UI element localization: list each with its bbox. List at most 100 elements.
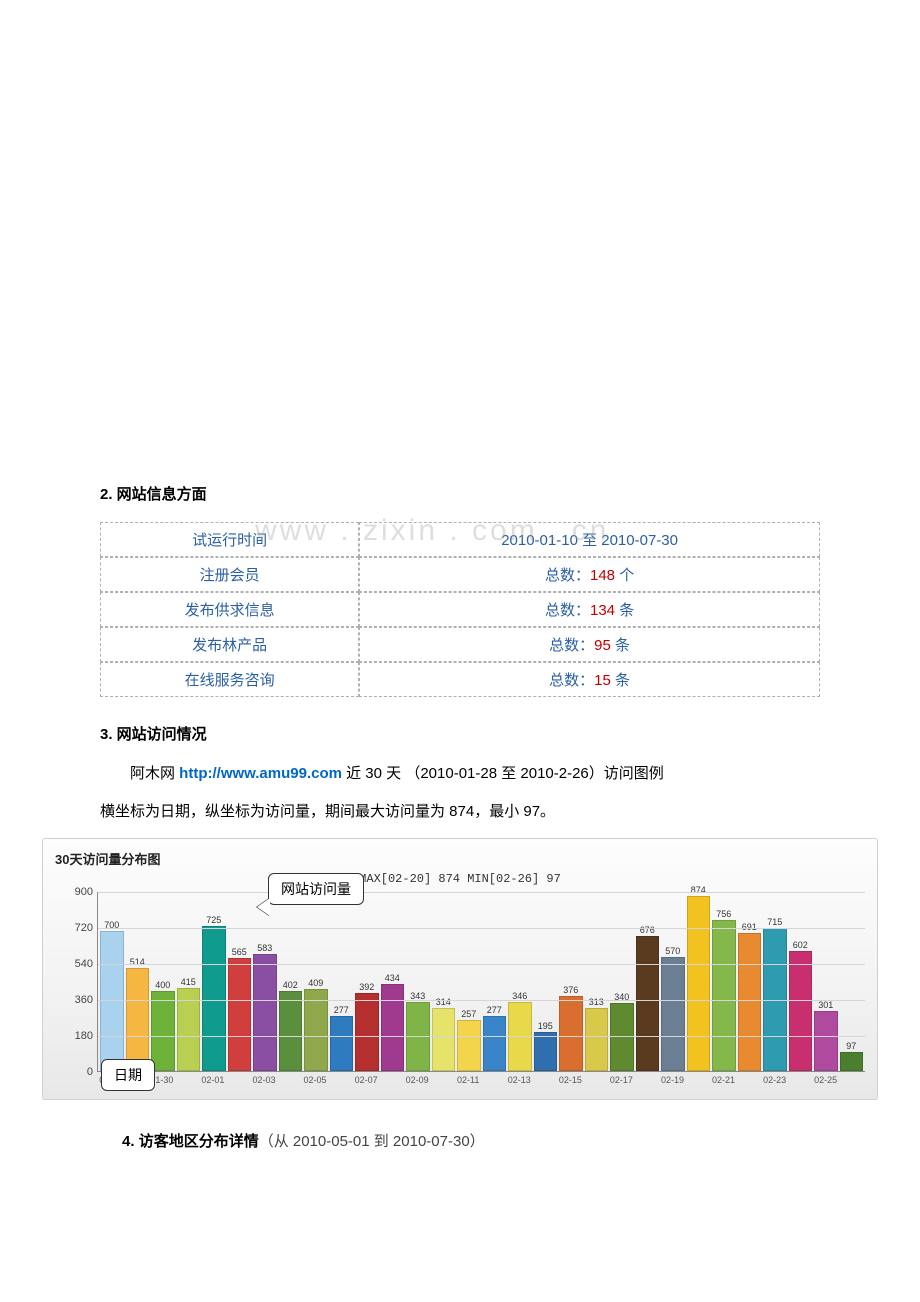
section4-num: 4. (122, 1133, 135, 1150)
bar-rect (432, 1008, 456, 1071)
bar-value-label: 570 (661, 947, 685, 956)
x-tick-label (431, 1075, 455, 1085)
chart-bar: 874 (687, 886, 711, 1071)
table-row: 发布林产品总数：95 条 (100, 627, 820, 662)
chart-panel: 30天访问量分布图 网站访问量 MAX[02-20] 874 MIN[02-26… (42, 838, 878, 1100)
x-tick-label: 02-03 (252, 1075, 276, 1085)
bar-value-label: 392 (355, 983, 379, 992)
x-tick-label (686, 1075, 710, 1085)
bar-value-label: 602 (789, 941, 813, 950)
y-tick-label: 180 (75, 1030, 93, 1042)
chart-bar: 602 (789, 941, 813, 1071)
bar-value-label: 583 (253, 944, 277, 953)
x-tick-label (788, 1075, 812, 1085)
info-label: 发布林产品 (100, 627, 359, 662)
x-tick-label (839, 1075, 863, 1085)
section4-title: 访客地区分布详情 (139, 1133, 259, 1150)
bar-rect (610, 1003, 634, 1071)
section3-heading: 3. 网站访问情况 (100, 723, 820, 744)
chart-bar: 346 (508, 992, 532, 1071)
bar-rect (789, 951, 813, 1071)
chart-bar: 570 (661, 947, 685, 1071)
section3-para2: 横坐标为日期，纵坐标为访问量，期间最大访问量为 874，最小 97。 (100, 800, 820, 824)
chart-bar: 756 (712, 910, 736, 1071)
callout-date-label: 日期 (114, 1067, 142, 1083)
table-row: 在线服务咨询总数：15 条 (100, 662, 820, 697)
chart-bar: 565 (228, 948, 252, 1071)
chart-gridline (98, 928, 865, 929)
table-row: 发布供求信息总数：134 条 (100, 592, 820, 627)
bar-value-label: 277 (330, 1006, 354, 1015)
section4-heading: 4. 访客地区分布详情（从 2010-05-01 到 2010-07-30） (122, 1130, 820, 1151)
x-tick-label: 02-01 (201, 1075, 225, 1085)
bar-rect (126, 968, 150, 1071)
chart-bar: 195 (534, 1022, 558, 1071)
bar-value-label: 409 (304, 979, 328, 988)
x-tick-label: 02-21 (712, 1075, 736, 1085)
chart-bar: 314 (432, 998, 456, 1071)
info-label: 发布供求信息 (100, 592, 359, 627)
bar-rect (559, 996, 583, 1071)
chart-bar: 277 (330, 1006, 354, 1071)
bar-value-label: 376 (559, 986, 583, 995)
bar-value-label: 725 (202, 916, 226, 925)
chart-bar: 715 (763, 918, 787, 1071)
bar-rect (687, 896, 711, 1071)
info-value: 2010-01-10 至 2010-07-30 (359, 522, 820, 557)
info-table: 试运行时间2010-01-10 至 2010-07-30注册会员总数：148 个… (100, 522, 820, 697)
chart-bar: 434 (381, 974, 405, 1071)
x-tick-label (482, 1075, 506, 1085)
x-tick-label: 02-05 (303, 1075, 327, 1085)
bar-rect (814, 1011, 838, 1071)
x-tick-label (380, 1075, 404, 1085)
section2-heading: 2. 网站信息方面 (100, 483, 820, 504)
chart-bar: 400 (151, 981, 175, 1071)
y-tick-label: 900 (75, 886, 93, 898)
y-tick-label: 0 (87, 1066, 93, 1078)
callout-visits: 网站访问量 (268, 873, 364, 905)
bar-rect (483, 1016, 507, 1071)
chart-gridline (98, 964, 865, 965)
x-tick-label (176, 1075, 200, 1085)
chart-bar: 402 (279, 981, 303, 1071)
bar-rect (585, 1008, 609, 1071)
bar-value-label: 756 (712, 910, 736, 919)
bar-value-label: 715 (763, 918, 787, 927)
bar-value-label: 257 (457, 1010, 481, 1019)
x-tick-label: 02-11 (456, 1075, 480, 1085)
bar-rect (661, 957, 685, 1071)
bar-rect (202, 926, 226, 1071)
bar-rect (304, 989, 328, 1071)
chart-gridline (98, 892, 865, 893)
info-label: 试运行时间 (100, 522, 359, 557)
chart-bars: 7005144004157255655834024092773924343433… (98, 892, 865, 1071)
chart-bar: 343 (406, 992, 430, 1071)
amu-link[interactable]: http://www.amu99.com (179, 765, 342, 782)
x-tick-label: 02-07 (354, 1075, 378, 1085)
chart-x-axis: 01-2801-3002-0102-0302-0502-0702-0902-11… (97, 1075, 865, 1085)
chart-bar: 700 (100, 921, 124, 1071)
x-tick-label (635, 1075, 659, 1085)
bar-value-label: 301 (814, 1001, 838, 1010)
bar-value-label: 402 (279, 981, 303, 990)
x-tick-label: 02-13 (508, 1075, 532, 1085)
chart-bar: 277 (483, 1006, 507, 1071)
section3-para1: 阿木网 http://www.amu99.com 近 30 天 （2010-01… (100, 762, 820, 786)
bar-rect (100, 931, 124, 1071)
y-tick-label: 540 (75, 958, 93, 970)
section4-sub: （从 2010-05-01 到 2010-07-30） (259, 1133, 485, 1150)
table-row: 试运行时间2010-01-10 至 2010-07-30 (100, 522, 820, 557)
info-value: 总数：148 个 (359, 557, 820, 592)
bar-rect (534, 1032, 558, 1071)
chart-plot: 7005144004157255655834024092773924343433… (97, 892, 865, 1072)
x-tick-label (533, 1075, 557, 1085)
chart-bar: 725 (202, 916, 226, 1071)
chart-y-axis: 0180360540720900 (55, 892, 97, 1072)
chart-bar: 97 (840, 1042, 864, 1071)
x-tick-label (278, 1075, 302, 1085)
callout-date: 日期 (101, 1059, 155, 1091)
bar-value-label: 514 (126, 958, 150, 967)
chart-minmax: MAX[02-20] 874 MIN[02-26] 97 (55, 872, 865, 886)
y-tick-label: 360 (75, 994, 93, 1006)
chart-bar: 409 (304, 979, 328, 1071)
